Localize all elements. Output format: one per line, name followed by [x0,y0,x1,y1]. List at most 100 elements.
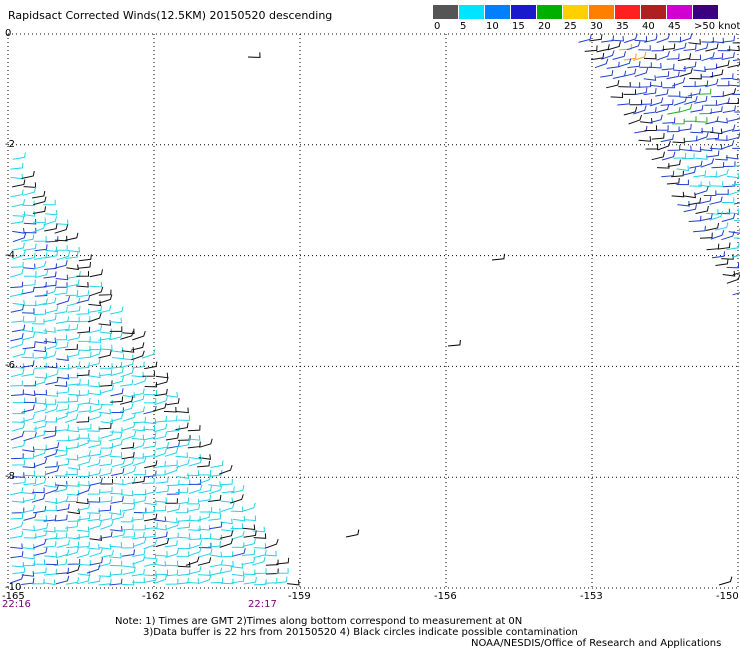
wind-barb-ne-9 [678,33,693,43]
wind-barb-sw-571 [54,559,68,567]
wind-barb-sw-430 [21,504,35,514]
wind-barb-sw-432 [44,505,57,511]
wind-barb-sw-302 [121,442,135,450]
wind-barb-sw-522 [43,541,57,548]
wind-barb-sw-372 [67,481,80,487]
wind-barb-sw-214 [43,399,57,405]
wind-barb-sw-556 [155,551,168,557]
wind-barb-sw-79 [23,300,37,306]
wind-barb-sw-71 [34,290,48,297]
wind-barb-sw-473 [9,521,24,531]
wind-barb-sw-213 [33,398,47,405]
wind-barb-sw-237 [131,406,145,415]
wind-barb-sw-581 [165,560,179,567]
wind-barb-ne-98 [673,96,688,106]
wind-barb-sw-186 [54,381,68,387]
wind-barb-sw-601 [109,569,123,576]
wind-barb-ne-129 [678,123,692,132]
wind-barb-sw-367 [12,477,26,485]
wind-barb-sw-262 [56,424,69,432]
wind-barb-sw-540 [242,538,256,547]
wind-barb-sw-408 [11,497,25,503]
wind-barb-sw-268 [122,421,136,432]
wind-barb-ne-55 [727,59,740,68]
wind-barb-sw-585 [209,559,223,568]
wind-barb-sw-261 [43,426,57,433]
wind-barb-sw-613 [242,569,256,576]
wind-barb-sw-617 [10,573,24,584]
wind-barb-ne-34 [643,53,657,60]
wind-barb-sw-96 [110,306,124,315]
wind-barb-ne-117 [649,114,663,124]
wind-barb-ne-6 [644,34,658,43]
swath-time-start: 22:16 [2,599,31,610]
wind-barb-sw-59 [76,271,89,277]
wind-barb-sw-505 [111,529,126,538]
wind-barb-sw-192 [120,379,134,387]
wind-barb-sw-509 [154,531,168,540]
wind-barb-ne-123 [715,117,728,124]
wind-barb-sw-267 [110,427,123,433]
wind-barb-ne-128 [666,126,680,133]
wind-barb-sw-564 [242,549,256,556]
wind-barb-sw-100 [43,314,57,323]
wind-barb-sw-421 [154,497,167,503]
wind-barb-sw-580 [153,560,167,567]
wind-barb-sw-546 [44,551,57,558]
wind-barb-sw-22 [12,228,25,234]
wind-barb-ne-134 [731,129,740,132]
wind-barb-sw-594 [33,567,47,574]
wind-barb-sw-502 [76,531,90,539]
wind-barb-sw-488 [177,522,191,529]
wind-barb-sw-542 [265,538,279,549]
wind-barb-ne-215 [726,242,740,251]
wind-barb-sw-416 [99,495,113,503]
wind-barb-sw-515 [219,530,234,539]
wind-barb-sw-475 [34,522,49,532]
wind-barb-sw-550 [89,547,103,558]
wind-barb-sw-608 [188,566,202,575]
wind-barb-sw-287 [143,432,157,441]
wind-barb-ne-178 [689,181,702,187]
wind-barb-sw-639 [253,579,267,586]
wind-barb-sw-486 [154,524,167,531]
wind-barb-sw-517 [243,530,257,538]
wind-speed-legend: 0 5 10 15 20 25 30 35 40 45 >50 knots [433,5,740,35]
wind-barb-sw-97 [11,315,25,323]
wind-barb-sw-156 [21,360,35,368]
wind-barb-ne-194 [733,202,740,205]
wind-barb-sw-378 [132,476,146,484]
wind-barb-sw-621 [55,575,70,585]
wind-barb-sw-17 [10,216,25,225]
wind-barb-sw-111 [56,324,70,331]
wind-barb-sw-568 [22,560,35,567]
wind-barb-sw-532 [155,538,170,548]
wind-barb-sw-545 [34,547,48,556]
wind-barb-ne-99 [684,95,698,105]
wind-barb-sw-299 [88,439,102,449]
wind-barb-sw-46 [10,261,24,268]
wind-barb-sw-338 [120,458,135,469]
wind-barb-sw-418 [122,498,135,505]
wind-barb-sw-480 [88,520,102,530]
wind-barb-sw-38 [67,246,81,253]
wind-barb-sw-52 [78,261,91,269]
wind-barb-ne-149 [699,145,713,152]
wind-barb-ne-181 [722,180,736,188]
wind-barb-sw-32 [64,232,79,241]
wind-barb-sw-395 [99,486,113,493]
wind-barb-ne-110 [690,104,704,113]
legend-color-4 [537,5,562,19]
legend-label-2: 10 [486,21,499,32]
wind-barb-sw-500 [54,532,68,540]
wind-barb-sw-202 [76,389,89,397]
wind-barb-sw-162 [87,358,101,367]
wind-barb-sw-133 [44,341,58,351]
wind-barb-sw-166 [131,361,145,369]
wind-barb-ne-3 [611,35,624,42]
wind-barb-sw-107 [11,324,26,333]
wind-barb-sw-278 [43,430,57,439]
wind-barb-ne-44 [606,61,620,69]
wind-barb-ne-77 [695,80,709,87]
wind-barb-sw-539 [231,542,245,548]
